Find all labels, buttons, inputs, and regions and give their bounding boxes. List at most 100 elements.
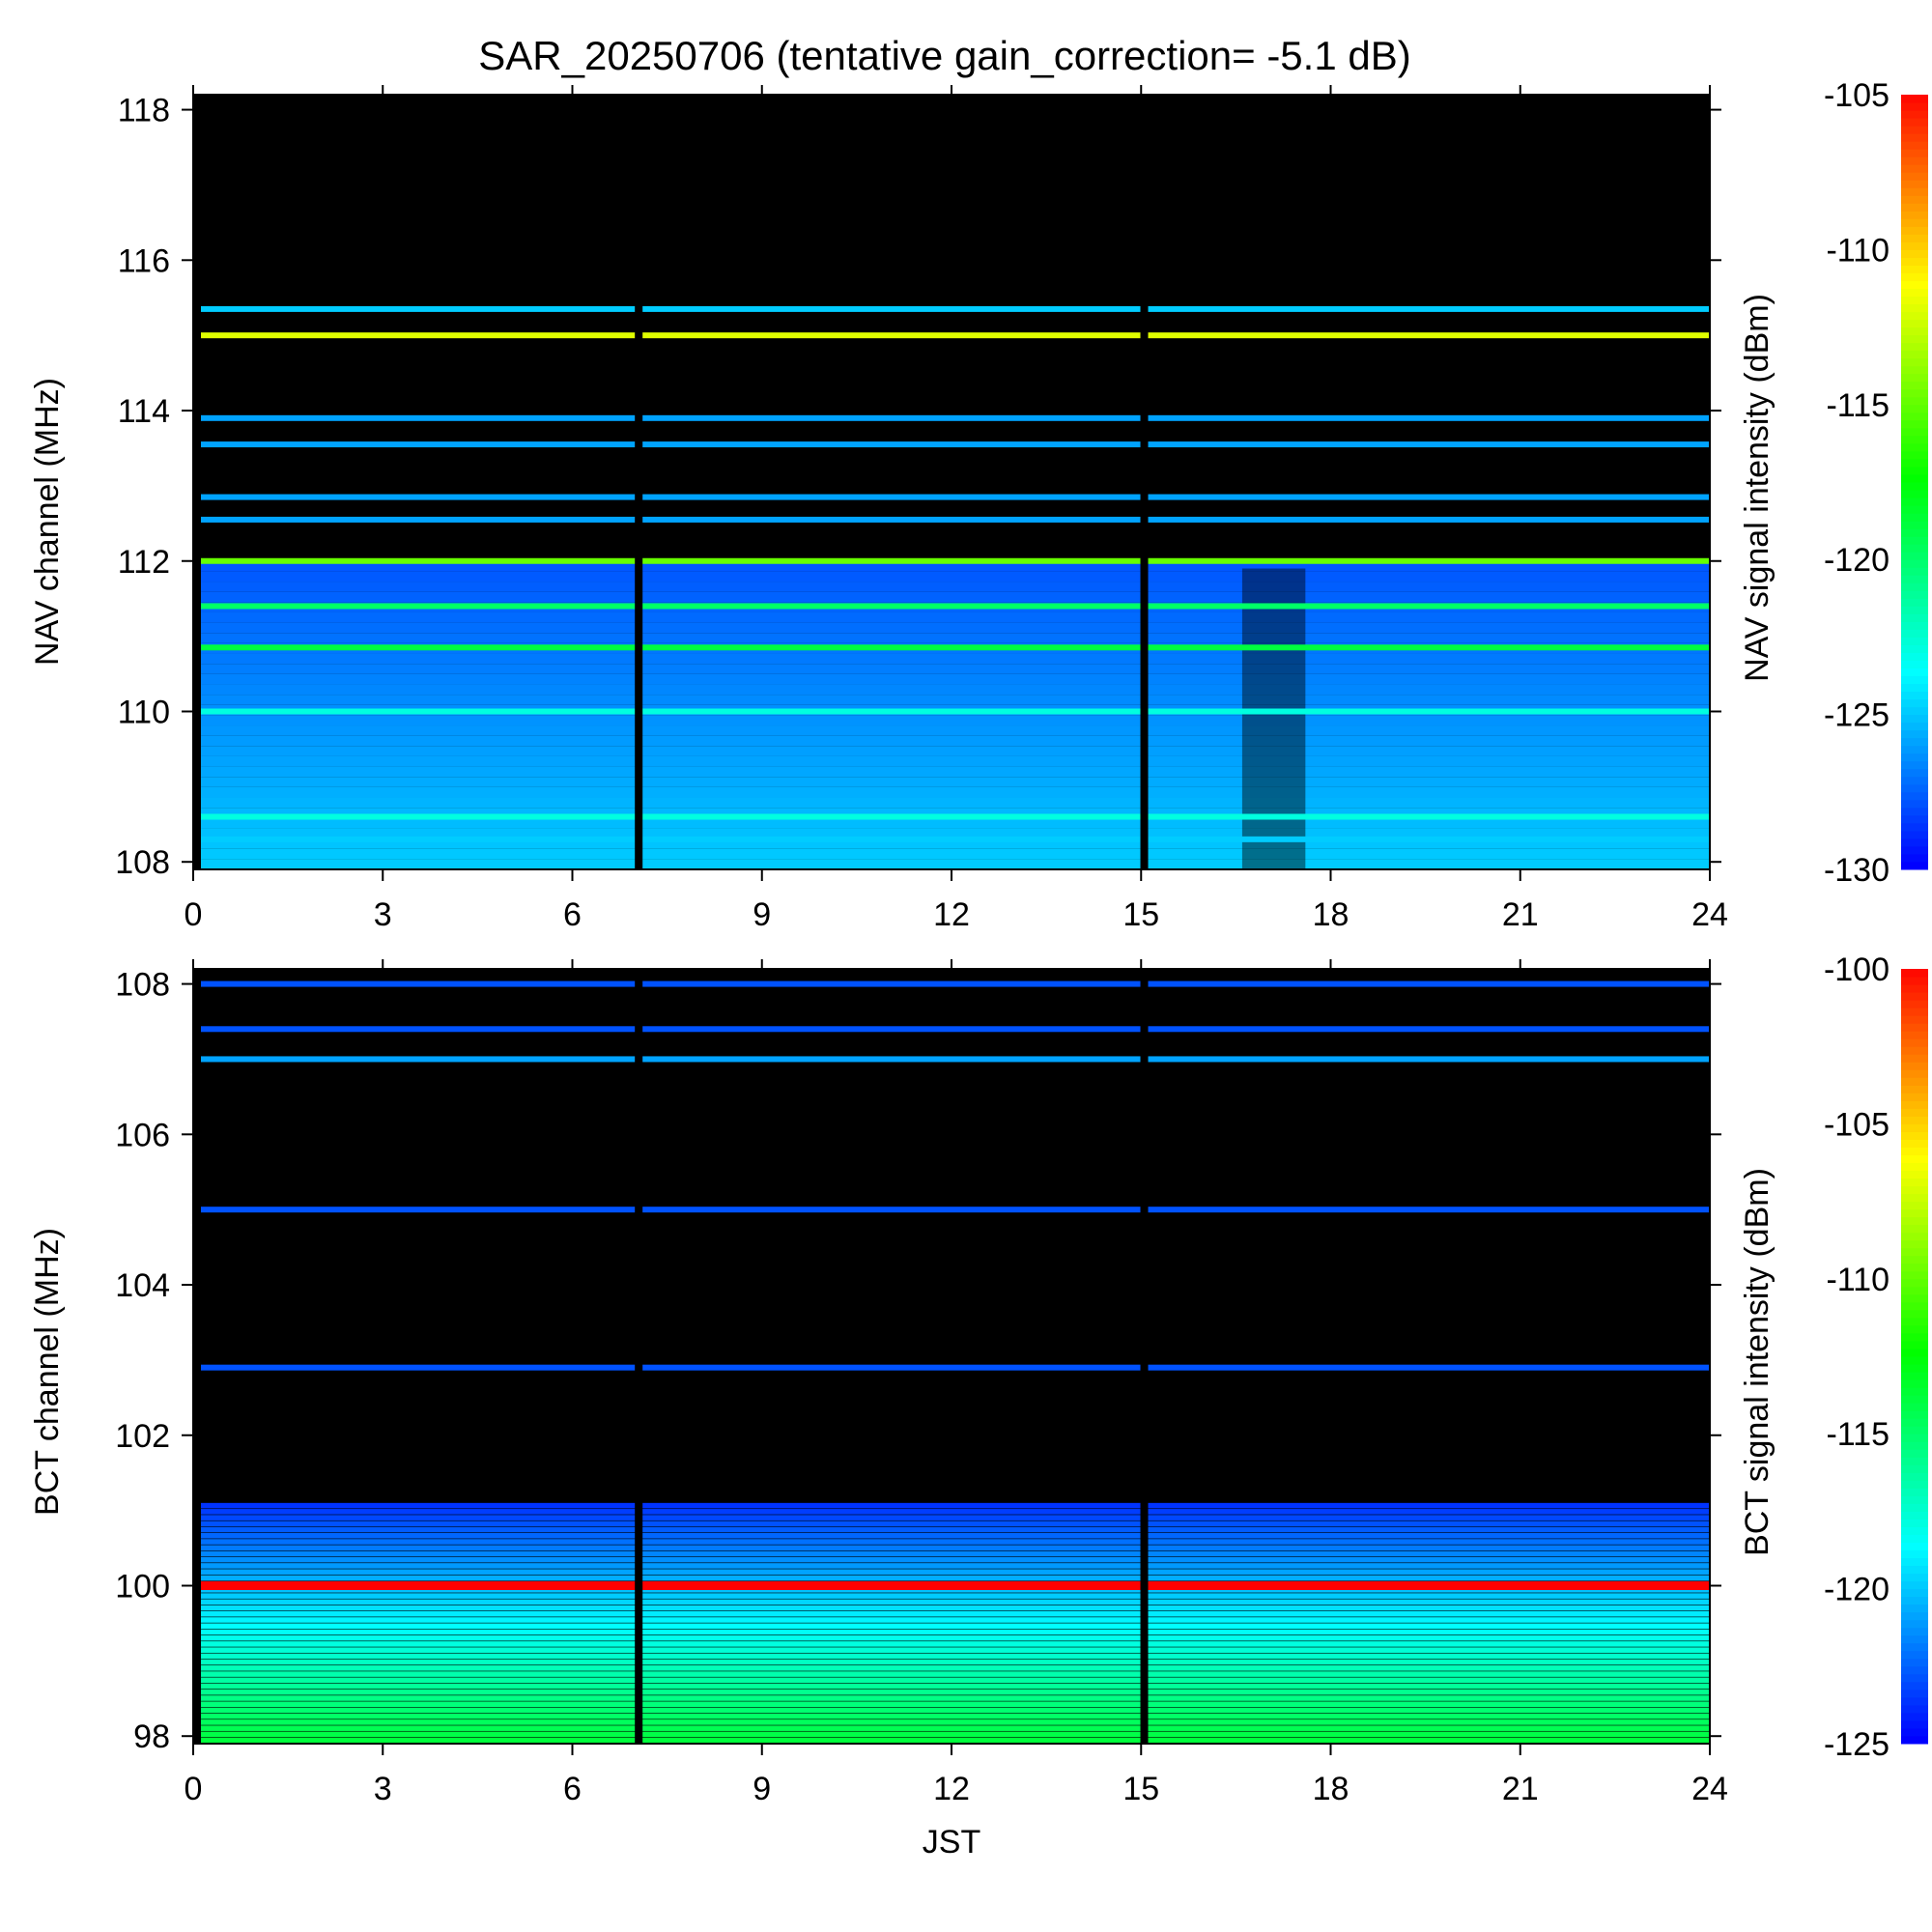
nav-colorbar-cell (1901, 211, 1928, 219)
bct-colorbar-cell (1901, 1611, 1928, 1621)
bct-colorbar-label: BCT signal intensity (dBm) (1739, 1168, 1776, 1556)
nav-colorbar-cell (1901, 505, 1928, 514)
bct-x-tick-label: 6 (563, 1771, 582, 1807)
nav-channel-line (201, 332, 1710, 339)
nav-colorbar-cell (1901, 334, 1928, 344)
bct-colorbar-cell (1901, 1232, 1928, 1241)
bct-x-tick-label: 18 (1313, 1771, 1350, 1807)
bct-colorbar-cell (1901, 1332, 1928, 1342)
bct-colorbar-cell (1901, 1008, 1928, 1016)
bct-gradient-row (201, 1695, 1710, 1701)
bct-y-tick-label: 106 (115, 1117, 170, 1153)
nav-colorbar-cell (1901, 110, 1928, 119)
bct-colorbar-cell (1901, 1293, 1928, 1303)
bct-gradient-row (201, 1556, 1710, 1563)
nav-noise-row (201, 611, 1710, 623)
bct-colorbar-cell (1901, 1642, 1928, 1652)
bct-colorbar-cell (1901, 1426, 1928, 1435)
nav-colorbar-cell (1901, 644, 1928, 653)
nav-noise-row (201, 673, 1710, 685)
nav-colorbar-cell (1901, 319, 1928, 328)
bct-colorbar-cell (1901, 1185, 1928, 1195)
nav-colorbar-cell (1901, 714, 1928, 724)
bct-gradient-row (201, 1526, 1710, 1533)
bct-colorbar-cell (1901, 1356, 1928, 1365)
nav-channel-line (201, 516, 1710, 523)
bct-colorbar-cell (1901, 1418, 1928, 1427)
nav-colorbar-cell (1901, 753, 1928, 762)
nav-colorbar-cell (1901, 838, 1928, 847)
nav-colorbar-cell (1901, 95, 1928, 103)
bct-gradient-row (201, 1641, 1710, 1647)
bct-colorbar-cell (1901, 1317, 1928, 1326)
bct-colorbar-cell (1901, 1534, 1928, 1543)
nav-noise-row (201, 828, 1710, 839)
bct-colorbar-cell (1901, 1495, 1928, 1504)
nav-colorbar-cell (1901, 288, 1928, 298)
bct-x-tick-label: 15 (1122, 1771, 1159, 1807)
bct-gradient-row (201, 1520, 1710, 1527)
nav-colorbar-cell (1901, 396, 1928, 406)
nav-colorbar-cell (1901, 582, 1928, 591)
bct-colorbar-cell (1901, 1727, 1928, 1737)
nav-x-tick-label: 12 (933, 896, 970, 933)
bct-colorbar-cell (1901, 1403, 1928, 1411)
bct-colorbar-cell (1901, 1077, 1928, 1086)
bct-colorbar-cell (1901, 1309, 1928, 1319)
bct-colorbar-cell (1901, 1457, 1928, 1465)
bct-gradient-row (201, 1683, 1710, 1690)
nav-colorbar-cell (1901, 442, 1928, 452)
bct-x-tick-label: 21 (1502, 1771, 1539, 1807)
bct-colorbar-cell (1901, 1085, 1928, 1094)
nav-y-tick-label: 116 (118, 242, 170, 279)
nav-panel: 0 3 6 9 12 15 18 21 24 108 110 112 114 116 118 NAV ch… (29, 77, 1928, 933)
bct-gradient-row (201, 1689, 1710, 1695)
bct-x-tick-label: 12 (933, 1771, 970, 1807)
bct-colorbar-cell (1901, 1464, 1928, 1473)
bct-gradient-row (201, 1653, 1710, 1660)
bct-gradient-row (201, 1509, 1710, 1515)
bct-colorbar-cell (1901, 1023, 1928, 1032)
bct-colorbar-cell (1901, 1062, 1928, 1070)
nav-noise-row (201, 746, 1710, 756)
nav-noise-row (201, 786, 1710, 798)
bct-gradient-row (201, 1605, 1710, 1611)
nav-colorbar-cell (1901, 521, 1928, 529)
nav-colorbar-cell (1901, 497, 1928, 506)
nav-noise-row (201, 622, 1710, 634)
nav-x-ticks: 0 3 6 9 12 15 18 21 24 (185, 85, 1728, 933)
nav-colorbar-cell (1901, 133, 1928, 142)
x-axis-label: JST (923, 1824, 980, 1861)
nav-colorbar-cell (1901, 528, 1928, 537)
nav-colorbar-cell (1901, 234, 1928, 242)
nav-colorbar-cell (1901, 552, 1928, 560)
bct-colorbar-cell (1901, 1480, 1928, 1489)
nav-colorbar-cell (1901, 126, 1928, 134)
nav-colorbar-cell (1901, 668, 1928, 676)
bct-channel-line (201, 1364, 1710, 1371)
bct-colorbar-cell (1901, 1139, 1928, 1148)
bct-gradient-row (201, 1629, 1710, 1635)
bct-data-gap (1140, 969, 1149, 1744)
nav-noise-row (201, 817, 1710, 829)
bct-gradient-row (201, 1713, 1710, 1719)
nav-colorbar-cell (1901, 783, 1928, 793)
nav-colorbar-cell (1901, 257, 1928, 266)
nav-noise-row (201, 664, 1710, 674)
bct-colorbar-cell (1901, 1449, 1928, 1458)
nav-colorbar-cell (1901, 830, 1928, 839)
bct-colorbar-cell (1901, 1503, 1928, 1512)
nav-colorbar-cell (1901, 490, 1928, 498)
bct-x-tick-label: 3 (374, 1771, 392, 1807)
bct-colorbar-cell (1901, 1154, 1928, 1163)
bct-colorbar-cell (1901, 1270, 1928, 1280)
nav-colorbar-cell (1901, 427, 1928, 437)
nav-colorbar-cell (1901, 706, 1928, 716)
bct-colorbar-cell (1901, 1054, 1928, 1063)
bct-gradient-row (201, 1665, 1710, 1671)
nav-colorbar-cell (1901, 357, 1928, 367)
nav-x-tick-label: 21 (1502, 896, 1539, 933)
nav-colorbar-cell (1901, 791, 1928, 801)
nav-colorbar-cell (1901, 575, 1928, 583)
bct-channel-line (201, 1026, 1710, 1033)
